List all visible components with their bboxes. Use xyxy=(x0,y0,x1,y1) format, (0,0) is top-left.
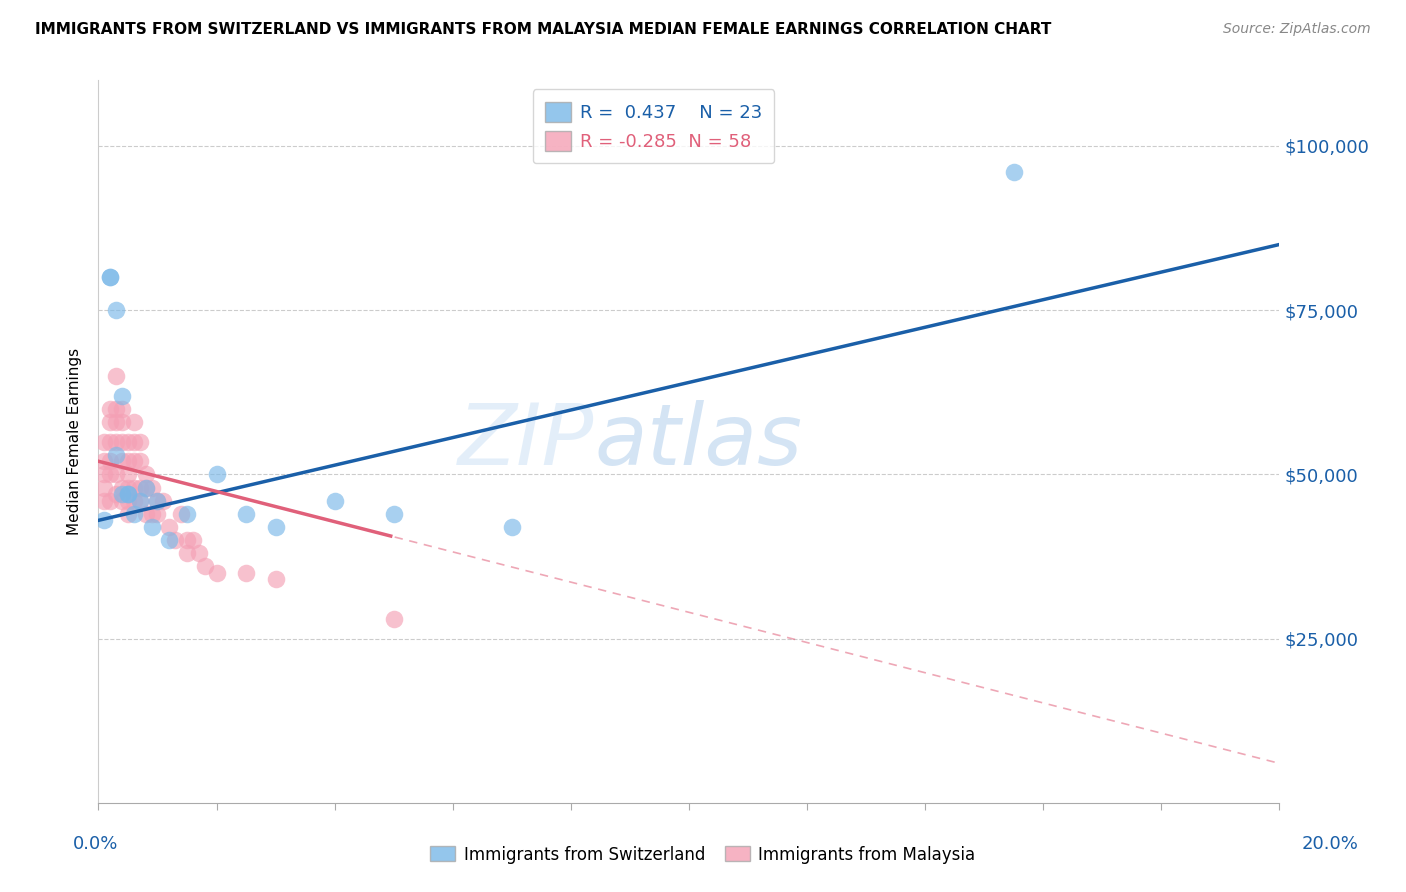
Point xyxy=(93,454,115,468)
Point xyxy=(135,481,157,495)
Point xyxy=(98,454,121,468)
Point xyxy=(98,401,121,416)
Point xyxy=(105,487,128,501)
Point xyxy=(105,303,128,318)
Point xyxy=(128,454,150,468)
Point xyxy=(93,434,115,449)
Point xyxy=(117,493,139,508)
Point xyxy=(98,270,121,285)
Point xyxy=(128,493,150,508)
Point xyxy=(141,507,163,521)
Point xyxy=(111,493,134,508)
Point xyxy=(501,520,523,534)
Point xyxy=(111,401,134,416)
Point xyxy=(117,467,139,482)
Point xyxy=(264,520,287,534)
Point xyxy=(122,481,145,495)
Point xyxy=(141,481,163,495)
Point xyxy=(93,493,115,508)
Point xyxy=(165,533,187,547)
Point xyxy=(111,415,134,429)
Point xyxy=(128,434,150,449)
Point xyxy=(111,481,134,495)
Point xyxy=(141,520,163,534)
Point xyxy=(176,533,198,547)
Point xyxy=(235,566,257,580)
Point xyxy=(117,454,139,468)
Point xyxy=(117,434,139,449)
Point xyxy=(117,487,139,501)
Point xyxy=(98,270,121,285)
Point xyxy=(128,481,150,495)
Point xyxy=(98,434,121,449)
Point xyxy=(117,487,139,501)
Text: Source: ZipAtlas.com: Source: ZipAtlas.com xyxy=(1223,22,1371,37)
Point xyxy=(135,507,157,521)
Point xyxy=(170,507,193,521)
Point xyxy=(111,388,134,402)
Text: 0.0%: 0.0% xyxy=(73,835,118,853)
Point xyxy=(235,507,257,521)
Point xyxy=(152,493,174,508)
Legend: R =  0.437    N = 23, R = -0.285  N = 58: R = 0.437 N = 23, R = -0.285 N = 58 xyxy=(533,89,775,163)
Point xyxy=(382,612,405,626)
Point xyxy=(105,434,128,449)
Point xyxy=(146,507,169,521)
Point xyxy=(98,493,121,508)
Point xyxy=(194,559,217,574)
Text: atlas: atlas xyxy=(595,400,803,483)
Point xyxy=(98,467,121,482)
Point xyxy=(122,507,145,521)
Text: IMMIGRANTS FROM SWITZERLAND VS IMMIGRANTS FROM MALAYSIA MEDIAN FEMALE EARNINGS C: IMMIGRANTS FROM SWITZERLAND VS IMMIGRANT… xyxy=(35,22,1052,37)
Point xyxy=(205,467,228,482)
Point xyxy=(146,493,169,508)
Point xyxy=(157,520,180,534)
Point xyxy=(146,493,169,508)
Point xyxy=(111,454,134,468)
Point xyxy=(117,507,139,521)
Point xyxy=(1002,165,1025,179)
Point xyxy=(176,546,198,560)
Y-axis label: Median Female Earnings: Median Female Earnings xyxy=(67,348,83,535)
Point xyxy=(111,487,134,501)
Point xyxy=(176,507,198,521)
Point xyxy=(93,481,115,495)
Point xyxy=(122,454,145,468)
Point xyxy=(93,467,115,482)
Point xyxy=(122,493,145,508)
Point xyxy=(98,415,121,429)
Point xyxy=(181,533,204,547)
Point xyxy=(105,401,128,416)
Point xyxy=(205,566,228,580)
Point xyxy=(187,546,209,560)
Point xyxy=(382,507,405,521)
Text: ZIP: ZIP xyxy=(458,400,595,483)
Point xyxy=(264,573,287,587)
Point xyxy=(93,513,115,527)
Point xyxy=(135,467,157,482)
Point xyxy=(122,415,145,429)
Point xyxy=(105,415,128,429)
Point xyxy=(135,481,157,495)
Point xyxy=(117,481,139,495)
Point xyxy=(105,467,128,482)
Point xyxy=(105,448,128,462)
Point xyxy=(157,533,180,547)
Point xyxy=(122,434,145,449)
Point xyxy=(105,368,128,383)
Point xyxy=(323,493,346,508)
Point xyxy=(128,493,150,508)
Point xyxy=(111,434,134,449)
Text: 20.0%: 20.0% xyxy=(1302,835,1358,853)
Legend: Immigrants from Switzerland, Immigrants from Malaysia: Immigrants from Switzerland, Immigrants … xyxy=(423,839,983,871)
